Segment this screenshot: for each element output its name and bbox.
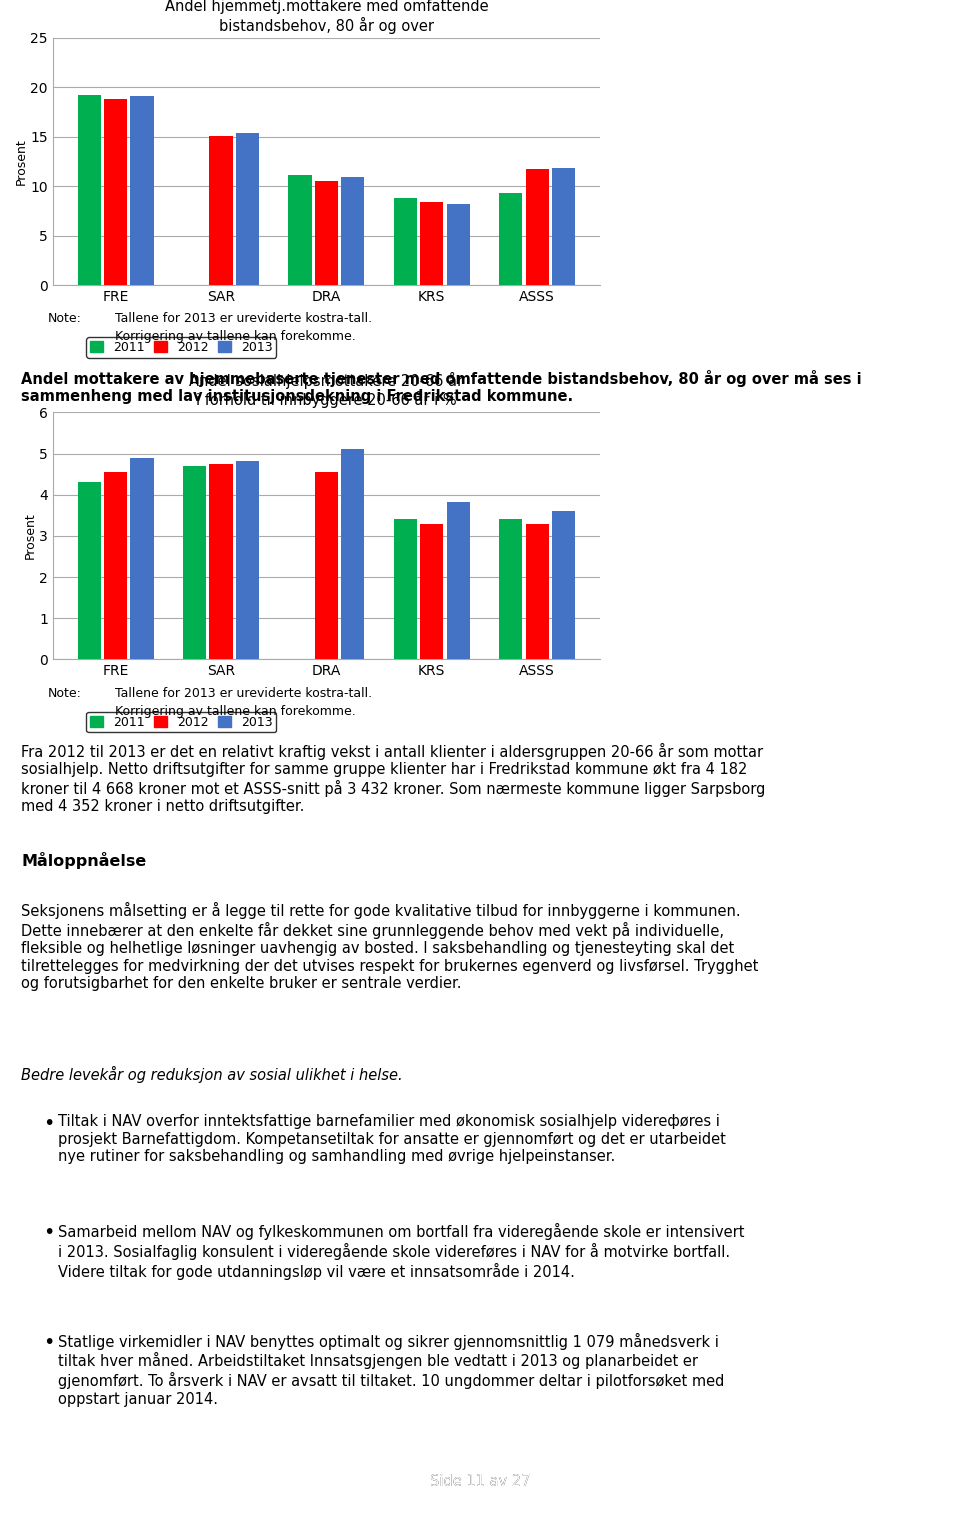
Text: Seksjonens målsetting er å legge til rette for gode kvalitative tilbud for innby: Seksjonens målsetting er å legge til ret… (21, 902, 758, 991)
Y-axis label: Prosent: Prosent (23, 512, 36, 559)
Bar (552, 511, 575, 659)
Bar (394, 199, 417, 285)
Text: Note:: Note: (48, 312, 82, 326)
Bar (288, 176, 312, 285)
Bar (341, 177, 365, 285)
Legend: 2011, 2012, 2013: 2011, 2012, 2013 (86, 713, 276, 732)
Title: Andel sosialhjelpsmottakere 20-66 år
i forhold til innbyggere 20-66 år i %: Andel sosialhjelpsmottakere 20-66 år i f… (189, 371, 464, 408)
Text: Måloppnåelse: Måloppnåelse (21, 852, 146, 869)
Bar (420, 202, 444, 285)
Bar (525, 523, 549, 659)
Y-axis label: Prosent: Prosent (14, 138, 28, 185)
Legend: 2011, 2012, 2013: 2011, 2012, 2013 (86, 338, 276, 358)
Bar (78, 96, 101, 285)
Bar (446, 205, 469, 285)
Bar (209, 136, 232, 285)
Text: Bedre levekår og reduksjon av sosial ulikhet i helse.: Bedre levekår og reduksjon av sosial uli… (21, 1066, 403, 1082)
Bar (78, 482, 101, 659)
Text: •: • (43, 1114, 55, 1134)
Text: Side 11 av 27: Side 11 av 27 (430, 1474, 530, 1489)
Text: Side 11 av 27: Side 11 av 27 (430, 1474, 530, 1489)
Bar (104, 471, 128, 659)
Text: Tallene for 2013 er ureviderte kostra-tall.: Tallene for 2013 er ureviderte kostra-ta… (115, 687, 372, 700)
Text: Statlige virkemidler i NAV benyttes optimalt og sikrer gjennomsnittlig 1 079 mån: Statlige virkemidler i NAV benyttes opti… (58, 1333, 724, 1407)
Bar (499, 193, 522, 285)
Bar (131, 458, 154, 659)
Text: •: • (43, 1333, 55, 1352)
Text: Korrigering av tallene kan forekomme.: Korrigering av tallene kan forekomme. (115, 330, 356, 344)
Bar (499, 520, 522, 659)
Title: Andel hjemmetj.mottakere med omfattende
bistandsbehov, 80 år og over: Andel hjemmetj.mottakere med omfattende … (164, 0, 489, 33)
Text: Andel mottakere av hjemmebaserte tjenester med omfattende bistandsbehov, 80 år o: Andel mottakere av hjemmebaserte tjenest… (21, 370, 862, 405)
Bar (209, 464, 232, 659)
Text: Samarbeid mellom NAV og fylkeskommunen om bortfall fra videregående skole er int: Samarbeid mellom NAV og fylkeskommunen o… (58, 1223, 744, 1280)
Bar (420, 523, 444, 659)
Bar (104, 99, 128, 285)
Text: Tallene for 2013 er ureviderte kostra-tall.: Tallene for 2013 er ureviderte kostra-ta… (115, 312, 372, 326)
Bar (183, 465, 206, 659)
Text: Note:: Note: (48, 687, 82, 700)
Bar (236, 133, 259, 285)
Bar (446, 502, 469, 659)
Text: Side ·· av ··: Side ·· av ·· (439, 1474, 521, 1489)
Text: •: • (43, 1223, 55, 1243)
Text: Fra 2012 til 2013 er det en relativt kraftig vekst i antall klienter i aldersgru: Fra 2012 til 2013 er det en relativt kra… (21, 743, 765, 814)
Bar (315, 182, 338, 285)
Text: Tiltak i NAV overfor inntektsfattige barnefamilier med økonomisk sosialhjelp vid: Tiltak i NAV overfor inntektsfattige bar… (58, 1114, 726, 1164)
Bar (236, 461, 259, 659)
Bar (525, 170, 549, 285)
Bar (394, 520, 417, 659)
Bar (315, 471, 338, 659)
Bar (341, 449, 365, 659)
Bar (131, 96, 154, 285)
Bar (552, 168, 575, 285)
Text: Korrigering av tallene kan forekomme.: Korrigering av tallene kan forekomme. (115, 705, 356, 719)
